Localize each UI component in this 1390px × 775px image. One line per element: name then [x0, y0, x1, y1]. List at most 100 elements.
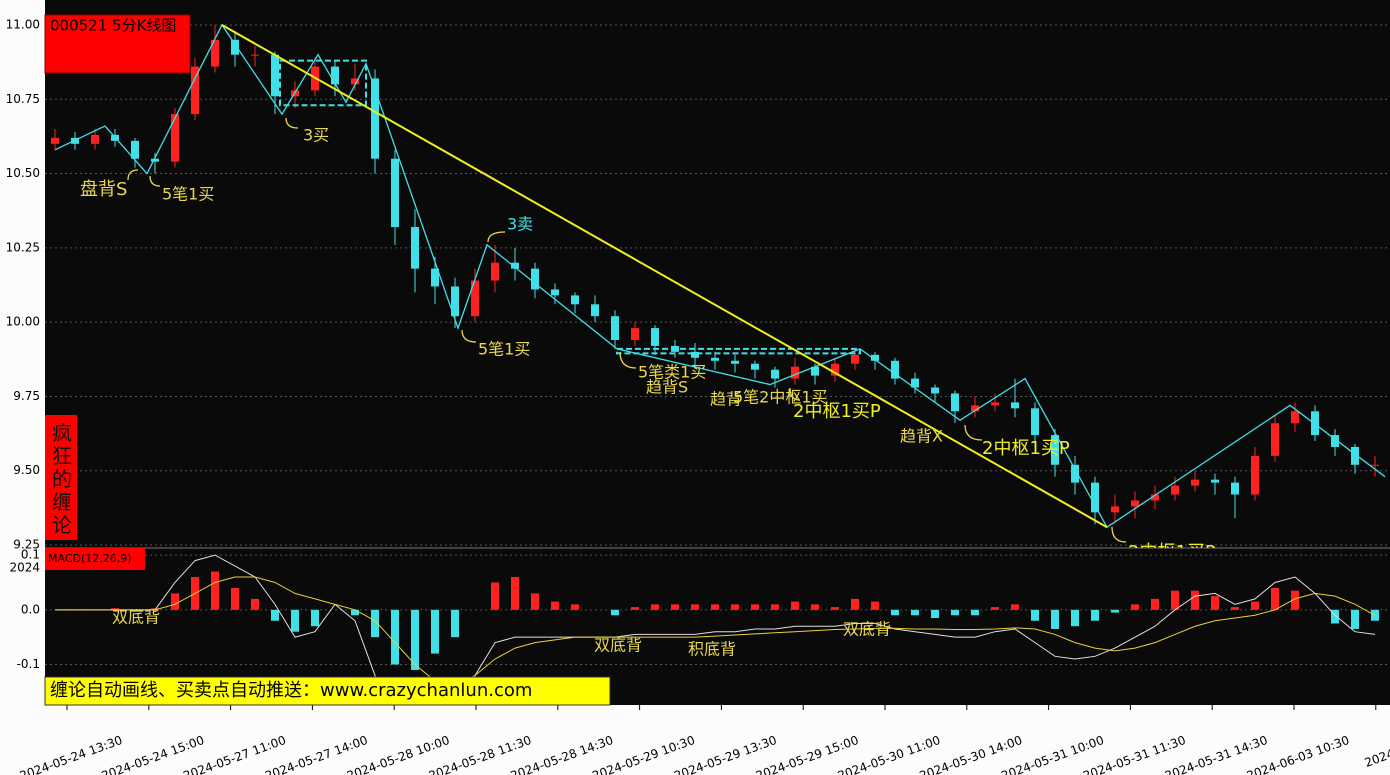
- candle-body: [851, 354, 859, 364]
- candle-body: [711, 357, 719, 361]
- macd-annotation: 双底背: [594, 636, 642, 655]
- candle-body: [231, 39, 239, 55]
- annotation-arrow: [461, 329, 477, 343]
- annotation: 趋背X: [900, 427, 943, 446]
- macd-bar: [251, 598, 259, 610]
- candle-body: [591, 304, 599, 317]
- macd-bar: [491, 582, 499, 610]
- macd-bar: [851, 598, 859, 610]
- macd-bar: [1151, 598, 1159, 610]
- candle-body: [891, 360, 899, 379]
- banner: 缠论自动画线、买卖点自动推送：www.crazychanlun.com: [50, 680, 532, 701]
- segment-line: [221, 24, 1108, 529]
- candle-body: [151, 158, 159, 162]
- macd-tick-label: 0.0: [21, 602, 40, 616]
- macd-bar: [571, 604, 579, 610]
- y-tick-label: 10.50: [6, 166, 40, 180]
- macd-bar: [531, 593, 539, 610]
- macd-bar: [451, 609, 459, 638]
- annotation: 趋背: [710, 390, 742, 409]
- macd-bar: [431, 609, 439, 654]
- annotation: 趋背S: [646, 378, 688, 397]
- candle-body: [951, 393, 959, 412]
- macd-bar: [271, 609, 279, 621]
- candle-body: [1351, 446, 1359, 465]
- candle-body: [831, 363, 839, 376]
- annotation: 2中枢1买P: [1128, 542, 1216, 563]
- candle-body: [631, 328, 639, 340]
- candle-body: [1111, 506, 1119, 513]
- annotation: 5笔1买: [162, 185, 214, 204]
- candle-body: [131, 140, 139, 159]
- macd-bar: [871, 601, 879, 610]
- candle-body: [551, 289, 559, 296]
- candle-body: [251, 54, 259, 56]
- candle-body: [911, 378, 919, 388]
- macd-bar: [1271, 587, 1279, 610]
- macd-bar: [651, 604, 659, 610]
- macd-annotation: 双底背: [843, 620, 891, 639]
- candle-body: [511, 262, 519, 269]
- annotation: 盘背S: [80, 179, 127, 200]
- macd-bar: [171, 593, 179, 610]
- macd-bar: [411, 609, 419, 670]
- candle-body: [1291, 411, 1299, 424]
- macd-bar: [1351, 609, 1359, 629]
- annotation: 3卖: [507, 215, 533, 234]
- candle-body: [1011, 402, 1019, 409]
- zhongshu-box: [279, 59, 367, 107]
- annotation-arrow: [789, 387, 801, 401]
- macd-bar: [1111, 609, 1119, 613]
- candle-body: [351, 78, 359, 85]
- macd-bar: [231, 587, 239, 610]
- candle-body: [1231, 482, 1239, 495]
- y-tick-label: 9.75: [13, 389, 40, 403]
- macd-dea-line: [55, 576, 1376, 687]
- annotation: 5笔2中枢1买: [733, 388, 828, 407]
- macd-bar: [891, 609, 899, 616]
- macd-bar: [1211, 596, 1219, 610]
- annotation: 5笔1买: [478, 340, 530, 359]
- macd-bar: [1011, 604, 1019, 610]
- candle-body: [571, 295, 579, 305]
- candle-body: [271, 54, 279, 97]
- macd-bar: [831, 607, 839, 610]
- macd-bar: [751, 604, 759, 610]
- candle-body: [211, 39, 219, 67]
- banner-box: [44, 676, 611, 706]
- macd-bar: [1091, 609, 1099, 621]
- candle-body: [191, 66, 199, 115]
- macd-bar: [1191, 590, 1199, 610]
- candle-body: [371, 78, 379, 159]
- macd-bar: [351, 609, 359, 616]
- macd-bar: [931, 609, 939, 619]
- macd-label-box: [45, 548, 145, 570]
- candle-body: [411, 227, 419, 269]
- candle-body: [611, 316, 619, 340]
- candle-body: [751, 363, 759, 370]
- macd-bar: [631, 607, 639, 610]
- macd-bar: [291, 609, 299, 632]
- chart-title: 000521 5分K线图: [50, 17, 176, 35]
- macd-bar: [711, 604, 719, 610]
- macd-bar: [1071, 609, 1079, 627]
- macd-bar: [1251, 601, 1259, 610]
- macd-bar: [671, 604, 679, 610]
- macd-bar: [991, 607, 999, 610]
- side-label: 疯狂的缠论: [52, 421, 72, 537]
- macd-bar: [1231, 607, 1239, 610]
- bi-line: [54, 23, 1386, 529]
- candle-body: [51, 137, 59, 144]
- macd-bar: [731, 604, 739, 610]
- annotation-arrow: [964, 424, 983, 441]
- macd-bar: [791, 601, 799, 610]
- annotation-arrow: [1111, 526, 1127, 543]
- candle-body: [811, 366, 819, 376]
- macd-bar: [771, 604, 779, 610]
- candle-body: [491, 262, 499, 281]
- annotation: 2中枢1买P: [982, 438, 1070, 459]
- candle-body: [1071, 464, 1079, 483]
- macd-bar: [371, 609, 379, 638]
- macd-axis-note: 2024: [9, 561, 40, 575]
- macd-bar: [1171, 590, 1179, 610]
